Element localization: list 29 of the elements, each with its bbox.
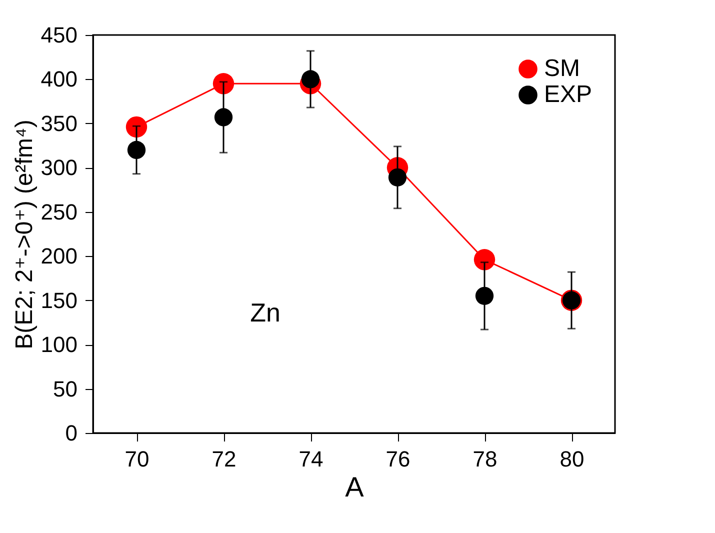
y-tick-label: 450 (40, 22, 78, 48)
point (474, 249, 496, 270)
x-tick-label: 74 (298, 446, 324, 472)
point (212, 73, 234, 94)
y-tick-label: 300 (40, 155, 78, 180)
y-tick-label: 150 (40, 288, 78, 313)
point (214, 108, 233, 126)
point (127, 140, 146, 160)
x-tick-label: 70 (124, 446, 150, 472)
point (475, 286, 494, 305)
y-tick-label: 350 (40, 110, 78, 136)
y-tick-label: 0 (65, 420, 78, 446)
y-tick-label: 50 (53, 376, 78, 402)
x-tick-label: 78 (472, 446, 498, 472)
y-tick-label: 400 (40, 66, 78, 92)
point (301, 70, 320, 88)
point (126, 116, 148, 138)
annotation: Zn (250, 298, 280, 328)
point (388, 168, 407, 186)
legend-label: EXP (544, 81, 592, 108)
y-tick-label: 250 (40, 199, 78, 224)
y-axis-title: B(E2; 2⁺->0⁺) (e²fm⁴) (10, 120, 38, 350)
x-tick-label: 72 (212, 446, 236, 472)
legend-label: SM (544, 55, 580, 82)
x-axis-title: A (345, 472, 364, 502)
y-tick-label: 100 (40, 332, 78, 358)
x-tick-label: 76 (386, 446, 410, 472)
x-tick-label: 80 (560, 446, 584, 472)
y-tick-label: 200 (40, 244, 78, 269)
